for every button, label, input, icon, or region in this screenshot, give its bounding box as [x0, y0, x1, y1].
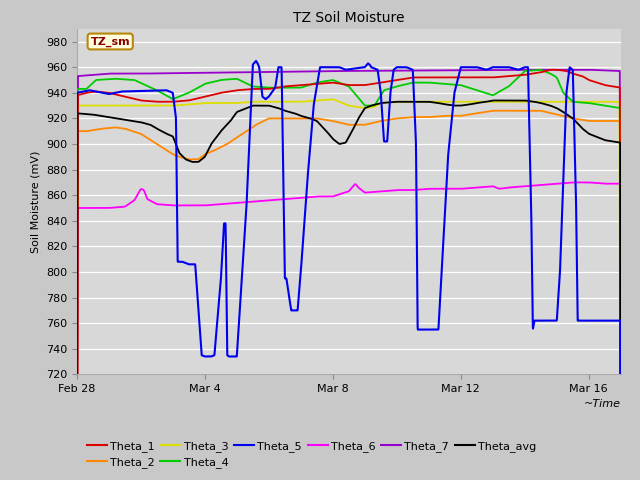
Theta_avg: [427, 99, 435, 105]
Theta_1: [548, 67, 556, 72]
Theta_4: [172, 95, 179, 101]
Theta_4: [399, 82, 407, 88]
Theta_avg: [399, 99, 407, 105]
Theta_3: [479, 99, 486, 105]
Theta_avg: [520, 97, 528, 103]
Theta_2: [427, 114, 435, 120]
Theta_7: [479, 67, 486, 73]
Theta_2: [281, 116, 289, 121]
Text: TZ_sm: TZ_sm: [90, 36, 130, 47]
Line: Theta_avg: Theta_avg: [77, 100, 621, 480]
Theta_1: [520, 72, 528, 78]
Theta_1: [427, 74, 435, 80]
Theta_5: [479, 66, 486, 72]
Theta_3: [328, 96, 336, 102]
Line: Theta_4: Theta_4: [77, 70, 621, 480]
Theta_7: [520, 67, 528, 72]
Theta_5: [399, 64, 407, 70]
Theta_6: [570, 180, 577, 185]
Theta_avg: [479, 99, 486, 105]
Theta_6: [281, 196, 289, 202]
Theta_3: [281, 99, 289, 105]
Theta_5: [427, 327, 435, 333]
Theta_5: [172, 112, 179, 118]
Theta_avg: [172, 141, 179, 146]
Theta_5: [252, 58, 260, 64]
Theta_7: [522, 67, 530, 72]
Theta_5: [520, 65, 528, 71]
Line: Theta_2: Theta_2: [77, 111, 621, 480]
Text: ~Time: ~Time: [584, 398, 621, 408]
Theta_6: [479, 184, 486, 190]
Theta_2: [490, 108, 497, 114]
Line: Theta_3: Theta_3: [77, 99, 621, 480]
Title: TZ Soil Moisture: TZ Soil Moisture: [293, 11, 404, 25]
Theta_4: [479, 89, 486, 95]
Theta_5: [281, 271, 289, 277]
Theta_6: [399, 187, 407, 193]
Theta_4: [520, 69, 528, 74]
Theta_avg: [490, 97, 497, 103]
Theta_1: [399, 76, 407, 82]
Theta_1: [172, 99, 179, 105]
Theta_3: [520, 99, 528, 105]
Line: Theta_7: Theta_7: [77, 70, 621, 480]
Legend: Theta_1, Theta_2, Theta_3, Theta_4, Theta_5, Theta_6, Theta_7, Theta_avg: Theta_1, Theta_2, Theta_3, Theta_4, Thet…: [83, 436, 541, 472]
Theta_4: [536, 67, 544, 72]
Theta_2: [399, 115, 407, 121]
Y-axis label: Soil Moisture (mV): Soil Moisture (mV): [30, 150, 40, 253]
Theta_6: [520, 183, 528, 189]
Theta_3: [172, 103, 179, 108]
Theta_7: [427, 68, 435, 73]
Theta_2: [479, 109, 486, 115]
Theta_4: [281, 85, 289, 91]
Theta_3: [427, 99, 435, 105]
Line: Theta_6: Theta_6: [77, 182, 621, 480]
Theta_6: [172, 203, 179, 208]
Theta_2: [520, 108, 528, 114]
Theta_1: [281, 84, 289, 89]
Theta_avg: [281, 108, 289, 113]
Theta_6: [427, 186, 435, 192]
Theta_3: [399, 99, 407, 105]
Theta_2: [172, 153, 179, 158]
Theta_1: [479, 74, 486, 80]
Line: Theta_1: Theta_1: [77, 70, 621, 480]
Theta_4: [427, 80, 435, 85]
Theta_7: [281, 69, 289, 74]
Theta_7: [172, 70, 179, 76]
Theta_7: [399, 68, 407, 73]
Line: Theta_5: Theta_5: [77, 61, 621, 480]
